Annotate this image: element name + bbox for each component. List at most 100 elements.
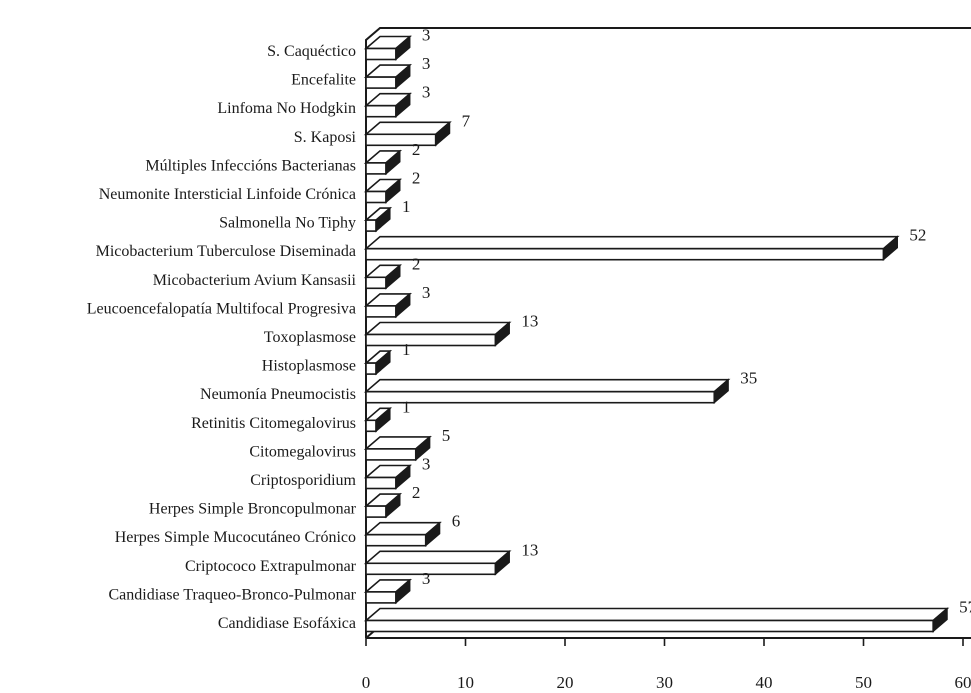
bar xyxy=(363,406,393,433)
bar xyxy=(363,521,442,548)
value-label: 3 xyxy=(422,283,431,302)
category-label: Candidiase Traqueo-Bronco-Pulmonar xyxy=(108,586,356,603)
value-label: 2 xyxy=(412,169,421,188)
value-label: 57 xyxy=(959,598,971,617)
bar-front-face xyxy=(365,562,497,576)
value-label: 3 xyxy=(422,54,431,73)
bar xyxy=(363,549,512,576)
category-label: Herpes Simple Broncopulmonar xyxy=(149,501,357,518)
category-label: Candidiase Esofáxica xyxy=(218,615,356,632)
bar-front-face xyxy=(365,219,377,232)
bar-top-face xyxy=(363,607,950,622)
bar-front-face xyxy=(365,276,387,290)
value-label: 3 xyxy=(422,455,431,474)
value-label: 7 xyxy=(462,111,471,130)
category-label: Toxoplasmose xyxy=(264,329,356,346)
category-label: Múltiples Infeccións Bacterianas xyxy=(145,157,356,174)
bar-front-face xyxy=(365,190,387,204)
bar xyxy=(363,435,432,462)
x-tick-label: 60 xyxy=(955,673,971,692)
category-label: S. Kaposi xyxy=(294,129,357,146)
bar xyxy=(363,178,403,204)
value-label: 5 xyxy=(442,426,451,445)
bar-front-face xyxy=(365,591,397,604)
bar xyxy=(363,492,403,519)
value-label: 3 xyxy=(422,26,431,45)
bar xyxy=(363,92,413,119)
value-label: 3 xyxy=(422,83,431,102)
category-label: Linfoma No Hodgkin xyxy=(217,100,356,117)
bar xyxy=(363,263,403,290)
bars-group xyxy=(363,35,950,633)
x-tick-label: 40 xyxy=(756,673,773,692)
x-tick-label: 0 xyxy=(362,673,371,692)
bar-front-face xyxy=(365,390,716,404)
value-label: 1 xyxy=(402,197,411,216)
bar-top-face xyxy=(363,378,731,393)
x-tick-label: 30 xyxy=(656,673,673,692)
bar xyxy=(363,292,413,319)
bar-front-face xyxy=(365,619,934,633)
value-labels-group: 57313623513511332521227333 xyxy=(402,26,971,617)
category-label: Criptococo Extrapulmonar xyxy=(185,558,357,575)
bar xyxy=(363,607,950,633)
category-label: Criptosporidium xyxy=(250,472,356,489)
bar xyxy=(363,578,413,605)
bar xyxy=(363,35,413,61)
category-labels-group: Candidiase Esofáxica Candidiase Traqueo-B… xyxy=(87,43,357,632)
x-tick-label: 50 xyxy=(855,673,872,692)
bar-front-face xyxy=(365,505,387,518)
value-label: 1 xyxy=(402,340,411,359)
category-label: Salmonella No Tiphy xyxy=(219,215,356,232)
bar xyxy=(363,321,512,347)
bar-front-face xyxy=(365,333,497,347)
category-label: Micobacterium Tuberculose Diseminada xyxy=(96,243,356,260)
bar-front-face xyxy=(365,76,397,89)
category-label: Herpes Simple Mucocutáneo Crónico xyxy=(115,529,356,546)
category-label: Citomegalovirus xyxy=(249,443,356,460)
category-label: Neumonía Pneumocistis xyxy=(200,386,356,403)
category-label: Encefalite xyxy=(291,72,356,89)
value-label: 52 xyxy=(909,226,926,245)
bar-front-face xyxy=(365,247,885,261)
value-label: 3 xyxy=(422,569,431,588)
value-label: 6 xyxy=(452,512,461,531)
x-tick-label: 20 xyxy=(557,673,574,692)
bar-front-face xyxy=(365,362,377,375)
bar-front-face xyxy=(365,133,437,147)
category-label: Micobacterium Avium Kansasii xyxy=(153,272,357,289)
bar-front-face xyxy=(365,305,397,318)
bar-front-face xyxy=(365,448,417,461)
bar-front-face xyxy=(365,476,397,490)
bar-top-face xyxy=(363,321,512,336)
category-label: Leucoencefalopatía Multifocal Progresiva xyxy=(87,300,356,317)
category-label: Retinitis Citomegalovirus xyxy=(191,415,356,432)
x-axis: 0 10 20 30 40 50 60 xyxy=(362,638,971,692)
bar-front-face xyxy=(365,104,397,118)
bar xyxy=(363,235,900,262)
category-label: Neumonite Intersticial Linfoide Crónica xyxy=(99,186,356,203)
category-label: Histoplasmose xyxy=(262,358,356,375)
value-label: 13 xyxy=(521,540,538,559)
bar xyxy=(363,149,403,176)
value-label: 2 xyxy=(412,483,421,502)
bar xyxy=(363,206,393,233)
value-label: 2 xyxy=(412,254,421,273)
bar xyxy=(363,378,731,405)
bar-top-face xyxy=(363,235,900,250)
category-label: S. Caquéctico xyxy=(267,43,356,60)
bar-front-face xyxy=(365,162,387,175)
bar-top-face xyxy=(363,550,512,565)
bar xyxy=(363,63,413,90)
bar xyxy=(363,464,413,490)
bar xyxy=(363,120,452,147)
value-label: 35 xyxy=(740,369,757,388)
bar-front-face xyxy=(365,419,377,433)
x-tick-label: 10 xyxy=(457,673,474,692)
bar xyxy=(363,349,393,376)
bar-front-face xyxy=(365,47,397,61)
value-label: 1 xyxy=(402,397,411,416)
value-label: 13 xyxy=(521,312,538,331)
value-label: 2 xyxy=(412,140,421,159)
